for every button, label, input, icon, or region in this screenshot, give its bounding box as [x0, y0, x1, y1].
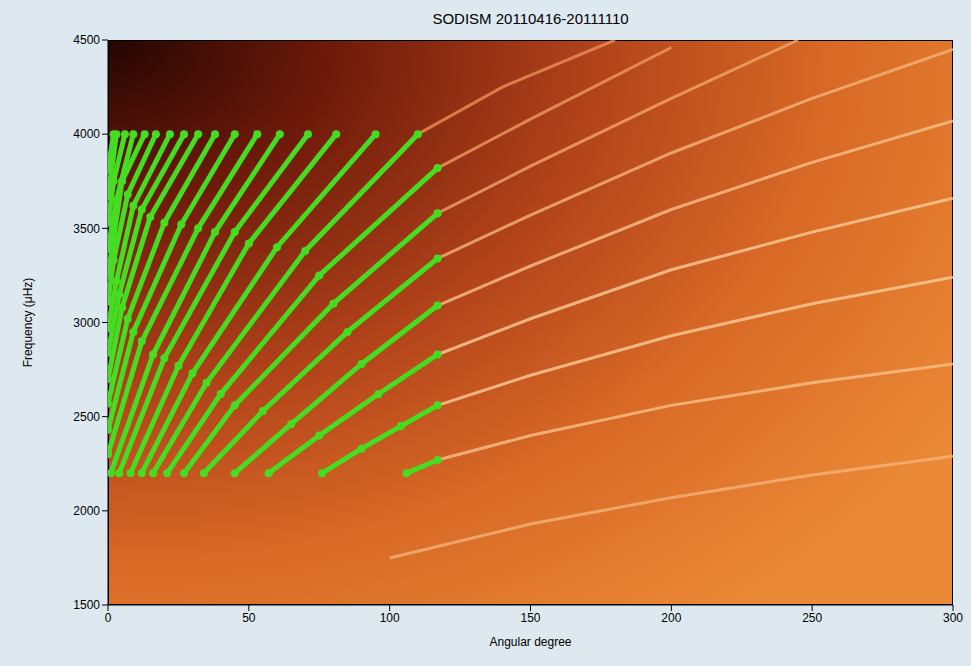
svg-text:50: 50 — [242, 611, 256, 625]
svg-text:4500: 4500 — [73, 33, 100, 47]
svg-text:Angular degree: Angular degree — [489, 635, 571, 649]
svg-text:2500: 2500 — [73, 410, 100, 424]
svg-text:250: 250 — [802, 611, 822, 625]
html-text:SODISM 20110416-20111110: SODISM 20110416-20111110 — [432, 10, 629, 27]
svg-text:3000: 3000 — [73, 316, 100, 330]
svg-text:4000: 4000 — [73, 127, 100, 141]
svg-text:150: 150 — [520, 611, 540, 625]
svg-text:Frequency (μHz): Frequency (μHz) — [21, 278, 35, 368]
svg-text:3500: 3500 — [73, 222, 100, 236]
svg-text:200: 200 — [661, 611, 681, 625]
svg-text:2000: 2000 — [73, 504, 100, 518]
svg-text:0: 0 — [105, 611, 112, 625]
svg-text:100: 100 — [380, 611, 400, 625]
svg-text:1500: 1500 — [73, 598, 100, 612]
svg-text:300: 300 — [943, 611, 963, 625]
